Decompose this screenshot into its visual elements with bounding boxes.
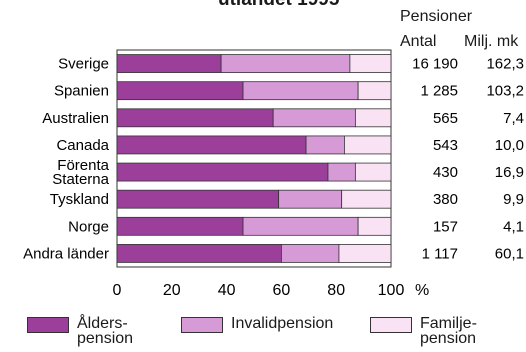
bar-segment <box>220 54 351 73</box>
x-tick-label: 60 <box>273 282 291 299</box>
x-unit-label: % <box>415 282 429 299</box>
category-label: Norge <box>68 218 109 235</box>
milj-value: 4,1 <box>503 218 524 235</box>
x-tick-label: 20 <box>163 282 181 299</box>
bar-segment <box>272 108 356 128</box>
bar-segment <box>344 135 392 155</box>
chart-title: utlandet 1995 <box>218 0 339 11</box>
table-header-milj: Milj. mk <box>464 33 519 50</box>
bar-segment <box>242 81 359 101</box>
legend-swatch <box>370 317 412 333</box>
bar-segment <box>116 108 274 128</box>
bar-segment <box>242 216 359 236</box>
x-tick-label: 0 <box>113 282 122 299</box>
legend-swatch <box>27 317 69 333</box>
bar-segment <box>341 189 392 209</box>
category-label: Canada <box>56 137 109 154</box>
table-header-group: Pensioner <box>400 8 473 25</box>
antal-value: 157 <box>433 218 458 235</box>
milj-value: 16,9 <box>495 164 524 181</box>
bar-segment <box>357 216 392 236</box>
category-label: Andra länder <box>23 245 109 262</box>
table-header-antal: Antal <box>400 33 437 50</box>
category-label: Tyskland <box>50 191 109 208</box>
bar-segment <box>116 162 329 182</box>
category-label: Staterna <box>52 171 109 188</box>
antal-value: 543 <box>433 137 458 154</box>
bar-segment <box>349 54 392 73</box>
bar-segment <box>116 244 282 263</box>
legend-label: Familje-pension <box>420 315 477 347</box>
x-tick-label: 100 <box>378 282 405 299</box>
milj-value: 60,1 <box>495 245 524 262</box>
bar-segment <box>116 216 244 236</box>
antal-value: 430 <box>433 164 458 181</box>
antal-value: 16 190 <box>412 56 458 73</box>
category-label: Förenta <box>57 157 109 174</box>
milj-value: 10,0 <box>495 137 524 154</box>
milj-value: 162,3 <box>486 56 524 73</box>
bar-segment <box>116 81 244 101</box>
legend-swatch <box>181 317 223 333</box>
bar-segment <box>338 244 392 263</box>
bar-segment <box>305 135 345 155</box>
bar-segment <box>278 189 343 209</box>
legend-label: Invalidpension <box>231 315 334 332</box>
antal-value: 380 <box>433 191 458 208</box>
bar-segment <box>116 54 222 73</box>
legend-label: Ålders-pension <box>77 315 134 347</box>
milj-value: 7,4 <box>503 110 524 127</box>
category-label: Sverige <box>58 56 109 73</box>
bar-segment <box>327 162 356 182</box>
bar-segment <box>116 189 280 209</box>
x-tick-label: 40 <box>218 282 236 299</box>
milj-value: 103,2 <box>486 83 524 100</box>
category-label: Spanien <box>54 83 109 100</box>
bar-segment <box>354 108 392 128</box>
bar-segment <box>116 135 307 155</box>
plot-frame <box>116 49 392 268</box>
bar-segment <box>280 244 340 263</box>
bar-segment <box>357 81 392 101</box>
x-tick-label: 80 <box>327 282 345 299</box>
bar-segment <box>354 162 392 182</box>
antal-value: 1 285 <box>420 83 458 100</box>
antal-value: 565 <box>433 110 458 127</box>
antal-value: 1 117 <box>422 245 458 262</box>
milj-value: 9,9 <box>503 191 524 208</box>
category-label: Australien <box>42 110 109 127</box>
